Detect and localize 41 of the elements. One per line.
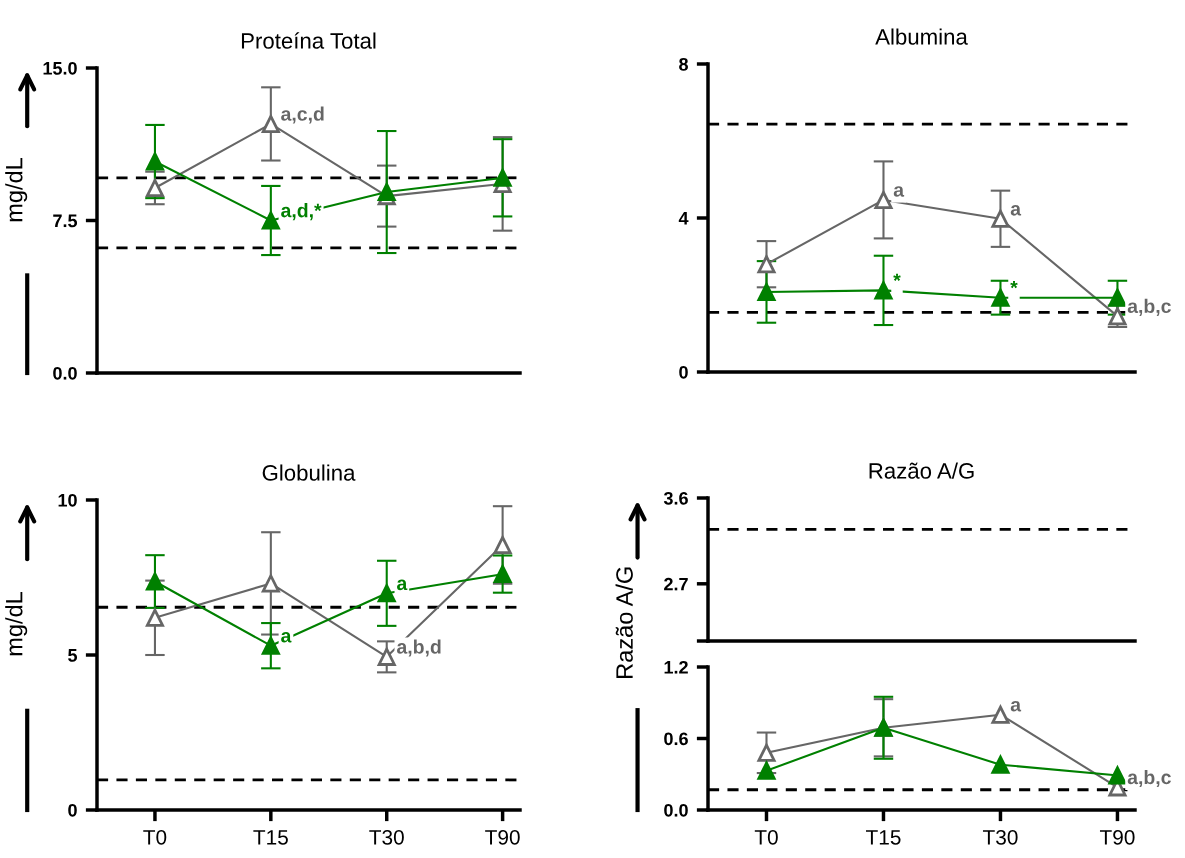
annotation: a,d,* xyxy=(281,203,322,221)
annotation: a,b,c xyxy=(1127,298,1171,316)
chart-title: Globulina xyxy=(262,464,356,481)
y-tick-label: 0.0 xyxy=(53,366,77,380)
annotation: a xyxy=(397,579,408,591)
annotation: a,c,d xyxy=(281,106,324,124)
y-tick-label: 0 xyxy=(679,365,688,379)
y-tick-label: 0.6 xyxy=(664,732,688,746)
y-tick-label: 15.0 xyxy=(43,61,77,75)
x-tick-label: T90 xyxy=(485,829,520,845)
y-tick-label: 7.5 xyxy=(53,214,78,228)
y-tick-label: 10 xyxy=(58,493,77,507)
y-tick-label: 0 xyxy=(68,803,77,817)
y-tick-label: 4 xyxy=(678,212,689,225)
x-tick-label: T15 xyxy=(253,830,288,845)
y-tick-label: 3.6 xyxy=(663,491,688,505)
x-tick-label: T30 xyxy=(982,829,1018,845)
chart-title: Proteína Total xyxy=(241,32,376,49)
annotation: * xyxy=(1010,281,1018,289)
chart-title: Razão A/G xyxy=(869,462,974,479)
y-tick-label: 1.2 xyxy=(664,660,688,674)
annotation: a xyxy=(281,631,292,643)
annotation: a xyxy=(1010,205,1022,216)
y-axis-title: Razão A/G xyxy=(615,567,633,678)
y-axis-title: mg/dL xyxy=(5,591,28,656)
x-tick-label: T0 xyxy=(754,829,778,845)
x-tick-label: T90 xyxy=(1099,829,1135,845)
annotation: a,b,c xyxy=(1127,769,1171,788)
y-tick-label: 5 xyxy=(68,649,78,662)
annotation: * xyxy=(893,273,901,281)
x-tick-label: T15 xyxy=(866,830,901,845)
chart-title: Albumina xyxy=(875,28,968,45)
y-tick-label: 0.0 xyxy=(664,803,688,817)
y-tick-label: 8 xyxy=(679,57,688,71)
x-tick-label: T0 xyxy=(143,829,167,845)
y-axis-title: mg/dL xyxy=(5,157,28,222)
annotation: a xyxy=(1010,700,1022,712)
x-tick-label: T30 xyxy=(369,829,404,845)
annotation: a,b,d xyxy=(397,639,441,657)
annotation: a xyxy=(893,186,905,197)
y-tick-label: 2.7 xyxy=(664,577,688,591)
